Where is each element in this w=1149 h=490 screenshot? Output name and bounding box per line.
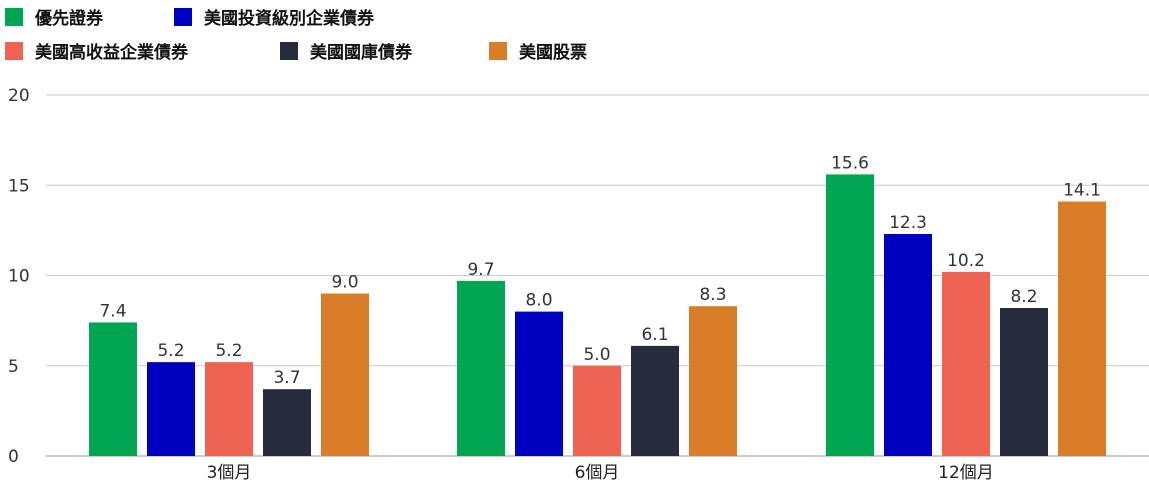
legend-item: 優先證券 [5, 8, 104, 29]
y-tick-label: 0 [8, 447, 19, 467]
bar [147, 362, 195, 456]
data-label: 6.1 [641, 325, 668, 345]
legend-label: 優先證券 [34, 8, 104, 29]
legend-swatch [5, 42, 23, 60]
data-label: 12.3 [889, 213, 927, 233]
bar [1000, 307, 1048, 456]
legend-label: 美國投資級別企業債券 [204, 8, 375, 29]
data-label: 3.7 [273, 368, 300, 388]
bar [826, 174, 874, 457]
data-label: 15.6 [831, 153, 869, 173]
legend-label: 美國股票 [519, 42, 587, 63]
data-label: 10.2 [947, 251, 985, 271]
bar [1058, 201, 1106, 456]
y-axis: 0 5 10 15 20 [8, 86, 30, 467]
bar [689, 306, 737, 456]
bar [942, 271, 990, 456]
data-label: 5.2 [157, 341, 184, 361]
data-label: 9.7 [467, 260, 494, 280]
bar [884, 233, 932, 456]
legend-item: 美國國庫債券 [280, 42, 413, 63]
legend-item: 美國高收益企業債券 [5, 42, 189, 63]
bar [573, 365, 621, 456]
data-label: 5.2 [215, 341, 242, 361]
legend-swatch [280, 42, 298, 60]
data-label: 14.1 [1063, 180, 1101, 200]
legend-label: 美國高收益企業債券 [35, 42, 189, 63]
bar [631, 345, 679, 456]
legend-item: 美國投資級別企業債券 [174, 8, 375, 29]
bar [457, 280, 505, 456]
data-label: 9.0 [331, 273, 358, 293]
x-tick-label: 3個月 [207, 463, 252, 483]
data-label: 8.3 [699, 285, 726, 305]
value-labels: 7.4 5.2 5.2 3.7 9.0 9.7 8.0 5.0 6.1 8.3 15.6 12.3 10… [99, 153, 1100, 388]
legend-swatch [174, 8, 192, 26]
data-label: 8.2 [1010, 287, 1037, 307]
x-tick-label: 12個月 [938, 463, 994, 483]
legend-item: 美國股票 [489, 42, 587, 63]
bar [515, 311, 563, 456]
bars [89, 174, 1106, 457]
bar [263, 389, 311, 456]
legend-swatch [5, 8, 23, 26]
y-tick-label: 10 [8, 267, 30, 287]
legend-label: 美國國庫債券 [310, 42, 413, 63]
data-label: 8.0 [525, 291, 552, 311]
x-tick-label: 6個月 [575, 463, 620, 483]
bar [205, 362, 253, 456]
bar [321, 293, 369, 456]
y-tick-label: 20 [8, 86, 30, 106]
x-axis: 3個月 6個月 12個月 [207, 463, 994, 483]
legend-swatch [489, 42, 507, 60]
data-label: 5.0 [583, 345, 610, 365]
y-tick-label: 5 [8, 357, 19, 377]
data-label: 7.4 [99, 301, 126, 321]
y-tick-label: 15 [8, 176, 30, 196]
bar [89, 322, 137, 456]
